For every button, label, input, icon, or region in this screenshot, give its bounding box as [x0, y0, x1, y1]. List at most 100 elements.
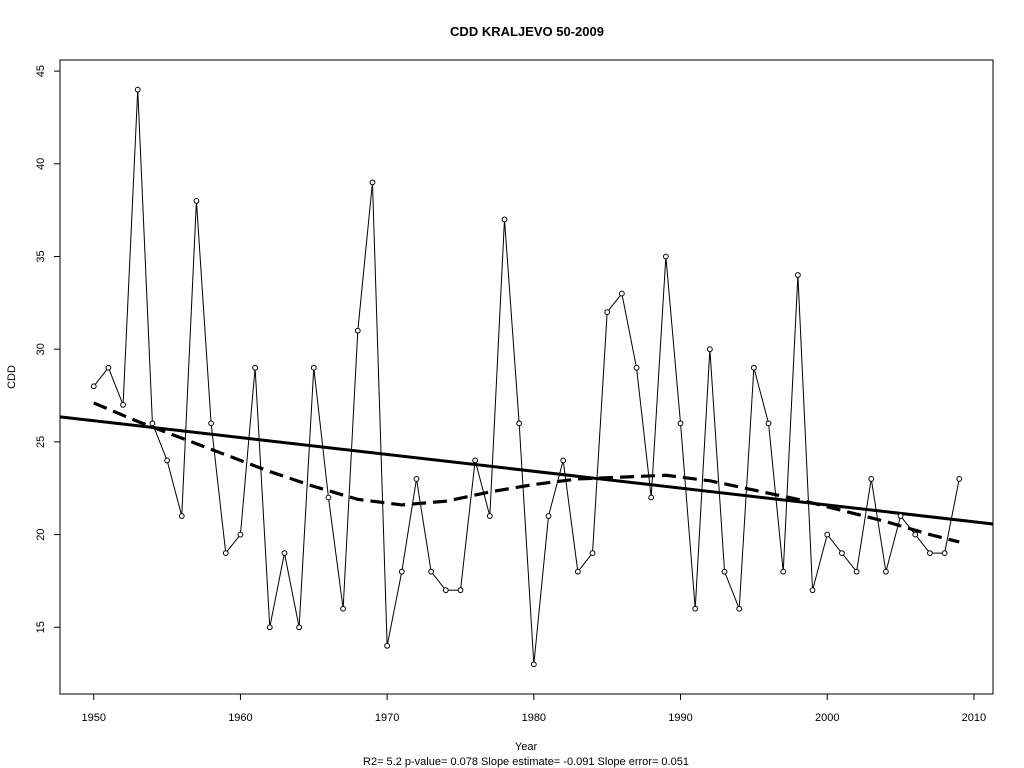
cdd-data-point — [281, 550, 288, 557]
cdd-data-point — [472, 457, 479, 464]
cdd-series-segment — [196, 203, 212, 421]
cdd-series-segment — [754, 369, 769, 422]
cdd-data-point — [618, 290, 625, 297]
cdd-series-segment — [475, 462, 490, 514]
cdd-data-point — [868, 476, 875, 482]
cdd-series-segment — [709, 351, 725, 570]
cdd-series-segment — [489, 221, 505, 514]
y-tick-label: 35 — [35, 250, 47, 262]
smoothed-curve — [93, 401, 960, 544]
cdd-series-segment — [548, 462, 564, 514]
cdd-series-segment — [797, 277, 813, 588]
cdd-series-segment — [372, 184, 388, 644]
cdd-data-point — [384, 642, 391, 649]
plot-frame — [59, 59, 994, 695]
cdd-data-point — [560, 457, 567, 464]
cdd-data-point — [750, 364, 757, 371]
cdd-series-segment — [137, 92, 153, 421]
cdd-series-segment — [328, 499, 344, 607]
cdd-series-segment — [254, 370, 271, 625]
cdd-series-segment — [387, 573, 402, 644]
x-tick-label: 1950 — [81, 712, 105, 724]
cdd-data-point — [120, 401, 126, 408]
cdd-series-segment — [886, 518, 901, 570]
cdd-series-segment — [592, 314, 608, 551]
cdd-series-segment — [210, 425, 226, 551]
cdd-series-segment — [694, 351, 711, 607]
cdd-data-point — [721, 568, 728, 575]
cdd-data-point — [530, 661, 537, 668]
cdd-series-segment — [240, 370, 256, 533]
y-tick-label: 20 — [35, 528, 47, 540]
y-tick-label: 25 — [35, 436, 47, 448]
cdd-data-point — [692, 605, 699, 612]
cdd-data-point — [604, 309, 611, 316]
cdd-series-segment — [871, 481, 887, 570]
x-tick-label: 2010 — [962, 712, 986, 724]
cdd-data-point — [824, 531, 831, 538]
cdd-data-point — [340, 605, 347, 612]
x-tick-label: 2000 — [815, 712, 839, 724]
cdd-series-segment — [901, 517, 915, 534]
cdd-data-point — [809, 587, 816, 594]
cdd-data-point — [633, 364, 640, 371]
cdd-series-segment — [284, 555, 300, 626]
cdd-data-point — [780, 568, 787, 575]
cdd-series-segment — [562, 462, 579, 570]
cdd-series-segment — [313, 370, 329, 496]
cdd-data-point — [706, 346, 713, 353]
cdd-data-point — [266, 624, 273, 631]
cdd-series-segment — [842, 554, 856, 571]
cdd-data-point — [516, 420, 523, 427]
cdd-series-segment — [460, 462, 476, 588]
y-axis-label: CDD — [6, 365, 18, 389]
cdd-data-point — [428, 568, 435, 575]
cdd-series-segment — [181, 203, 197, 514]
y-tick-label: 15 — [35, 621, 47, 633]
cdd-series-segment — [680, 425, 696, 607]
cdd-series-segment — [856, 481, 872, 570]
cdd-series-segment — [432, 573, 445, 589]
cdd-series-segment — [94, 369, 108, 385]
y-tick-label: 30 — [35, 343, 47, 355]
cdd-series-segment — [518, 425, 535, 662]
x-tick-label: 1980 — [522, 712, 546, 724]
cdd-data-point — [208, 420, 214, 427]
linear-trend-line — [59, 415, 994, 526]
cdd-series-segment — [416, 481, 432, 570]
cdd-series-segment — [226, 536, 240, 552]
cdd-series-segment — [357, 184, 373, 329]
cdd-data-point — [369, 179, 376, 186]
cdd-data-point — [296, 624, 303, 631]
cdd-data-point — [589, 550, 596, 557]
cdd-data-point — [897, 513, 904, 519]
cdd-data-point — [927, 550, 933, 557]
cdd-series-segment — [152, 425, 167, 459]
cdd-data-point — [442, 587, 449, 594]
cdd-series-segment — [621, 295, 637, 366]
cdd-data-point — [486, 513, 493, 519]
cdd-series-segment — [724, 573, 739, 607]
cdd-data-point — [310, 364, 317, 371]
cdd-data-point — [677, 420, 684, 427]
cdd-data-point — [398, 568, 405, 575]
cdd-series-segment — [108, 369, 123, 403]
cdd-series-segment — [167, 462, 182, 514]
y-axis: 15 20 25 30 35 40 45 — [35, 65, 60, 633]
cdd-data-point — [574, 568, 581, 575]
x-tick-label: 1960 — [228, 712, 252, 724]
cdd-series-segment — [401, 481, 417, 570]
series-layer — [59, 86, 994, 668]
x-tick-label: 1970 — [375, 712, 399, 724]
x-axis-label: Year — [515, 741, 538, 753]
cdd-series-segment — [665, 258, 681, 421]
cdd-data-point — [90, 383, 97, 390]
cdd-data-point — [912, 531, 919, 538]
cdd-data-point — [794, 272, 801, 278]
cdd-data-point — [839, 550, 845, 557]
cdd-data-point — [149, 420, 156, 427]
cdd-data-point — [105, 364, 112, 371]
regression-stats: R2= 5.2 p-value= 0.078 Slope estimate= -… — [363, 756, 689, 768]
cdd-series-segment — [782, 277, 799, 570]
